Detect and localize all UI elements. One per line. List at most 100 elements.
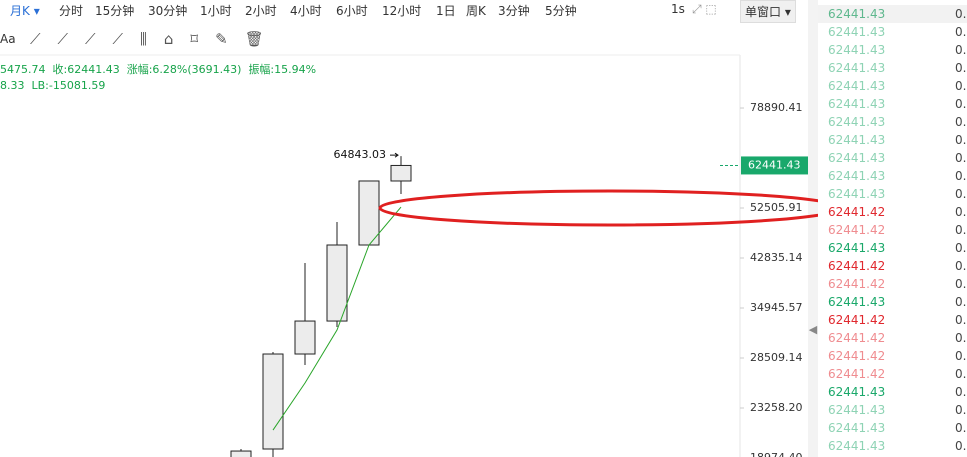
window-mode-label: 单窗口	[745, 5, 782, 19]
trade-price: 62441.43	[828, 79, 886, 93]
trade-price: 62441.43	[828, 403, 886, 417]
trade-row: 62441.42 0.0	[818, 275, 967, 293]
trade-row: 62441.42 0.0	[818, 311, 967, 329]
period-tab[interactable]: 1小时	[200, 4, 232, 18]
trade-amount: 0.0	[955, 331, 967, 345]
font-tool[interactable]: Aa	[0, 32, 16, 46]
period-tab[interactable]: 15分钟	[95, 4, 135, 18]
trade-amount: 0.0	[955, 79, 967, 93]
candle-body	[262, 353, 284, 450]
trade-row: 62441.43 0.0	[818, 401, 967, 419]
trade-row: 62441.43 0.0	[818, 77, 967, 95]
trade-price: 62441.43	[828, 421, 886, 435]
trade-price: 62441.42	[828, 313, 886, 327]
y-tick-label: 23258.20	[750, 401, 803, 414]
trade-row: 62441.43 0.0	[818, 383, 967, 401]
trade-price: 62441.43	[828, 151, 886, 165]
trade-price: 62441.43	[828, 43, 886, 57]
trade-amount: 0.0	[955, 385, 967, 399]
trade-row: 62441.43 0.0	[818, 23, 967, 41]
period-tab[interactable]: 2小时	[245, 4, 277, 18]
period-tab[interactable]: 周K	[466, 4, 486, 18]
trade-price: 62441.43	[828, 7, 886, 21]
info-item: LB:-15081.59	[31, 79, 106, 92]
drawing-tools[interactable]: ⟋⟋⟋⟋⫼⌂⌑✎🗑	[30, 30, 281, 48]
trade-price: 62441.43	[828, 61, 886, 75]
trade-price: 62441.42	[828, 277, 886, 291]
trade-price: 62441.42	[828, 349, 886, 363]
period-tab[interactable]: 30分钟	[148, 4, 188, 18]
trade-row: 62441.42 0.0	[818, 347, 967, 365]
speed[interactable]: 1s	[671, 2, 685, 16]
y-tick-label: 42835.14	[750, 251, 803, 264]
trade-price: 62441.42	[828, 205, 886, 219]
trade-price: 62441.42	[828, 331, 886, 345]
ma-line	[272, 206, 402, 431]
trade-list: 62441.43 0.0 62441.43 0.0 62441.43 0.0 62441.4…	[818, 5, 967, 455]
trade-price: 62441.43	[828, 439, 886, 453]
current-price-label: 62441.43	[748, 158, 801, 171]
trade-row: 62441.42 0.0	[818, 329, 967, 347]
trade-row: 62441.42 0.0	[818, 257, 967, 275]
trade-amount: 0.0	[955, 43, 967, 57]
trade-price: 62441.43	[828, 25, 886, 39]
trade-price: 62441.43	[828, 295, 886, 309]
trade-price: 62441.42	[828, 367, 886, 381]
info-line-1: 5475.74 收:62441.43 涨幅:6.28%(3691.43) 振幅:15.…	[0, 61, 323, 77]
splitter-arrow[interactable]: ◀	[809, 323, 818, 336]
trade-row: 62441.43 0.0	[818, 5, 967, 23]
info-line-2: 8.33 LB:-15081.59	[0, 79, 112, 92]
trade-price: 62441.43	[828, 241, 886, 255]
candle-body	[390, 164, 412, 182]
period-tab[interactable]: 3分钟	[498, 4, 530, 18]
info-item: 振幅:15.94%	[248, 63, 317, 76]
trade-row: 62441.42 0.0	[818, 203, 967, 221]
trade-amount: 0.0	[955, 61, 967, 75]
trade-row: 62441.43 0.0	[818, 95, 967, 113]
trade-row: 62441.43 0.0	[818, 113, 967, 131]
period-tab[interactable]: 4小时	[290, 4, 322, 18]
window-mode[interactable]: 单窗口 ▾	[740, 0, 796, 23]
trade-amount: 0.0	[955, 223, 967, 237]
candle-body	[230, 450, 252, 457]
high-arrow	[390, 152, 399, 158]
high-label: 64843.03	[334, 148, 387, 161]
y-tick-label: 18974.40	[750, 451, 803, 457]
trade-row: 62441.43 0.0	[818, 131, 967, 149]
trade-amount: 0.0	[955, 259, 967, 273]
trade-amount: 0.0	[955, 133, 967, 147]
panel-splitter[interactable]	[808, 0, 818, 457]
trade-row: 62441.43 0.0	[818, 185, 967, 203]
trade-amount: 0.0	[955, 205, 967, 219]
period-tab[interactable]: 分时	[59, 4, 84, 18]
trade-amount: 0.0	[955, 349, 967, 363]
period-select[interactable]: 月K ▾	[10, 4, 40, 18]
trade-price: 62441.43	[828, 385, 886, 399]
candle-body	[358, 180, 380, 246]
annotation-ellipse	[378, 189, 818, 227]
period-tab[interactable]: 5分钟	[545, 4, 577, 18]
trade-price: 62441.43	[828, 133, 886, 147]
info-item: 5475.74	[0, 63, 46, 76]
trade-amount: 0.0	[955, 7, 967, 21]
trade-row: 62441.43 0.0	[818, 437, 967, 455]
trade-price: 62441.43	[828, 97, 886, 111]
toolbar: 月K ▾ 1s ⤢ ⬚ 单窗口 ▾ 分时 15分钟 30分钟 1小时 2小时 4小时 6小时…	[0, 0, 805, 23]
y-tick-label: 52505.91	[750, 201, 803, 214]
trade-row: 62441.43 0.1	[818, 149, 967, 167]
info-item: 收:62441.43	[52, 63, 120, 76]
trade-amount: 0.0	[955, 97, 967, 111]
y-tick-label: 78890.41	[750, 101, 803, 114]
period-tab[interactable]: 1日	[436, 4, 456, 18]
info-item: 8.33	[0, 79, 25, 92]
trade-row: 62441.43 0.0	[818, 41, 967, 59]
y-tick-label: 34945.57	[750, 301, 803, 314]
period-tab[interactable]: 12小时	[382, 4, 422, 18]
trade-price: 62441.43	[828, 187, 886, 201]
period-tab[interactable]: 6小时	[336, 4, 368, 18]
icons[interactable]: ⤢ ⬚	[692, 2, 717, 16]
trade-row: 62441.42 0.0	[818, 221, 967, 239]
trade-amount: 0.0	[955, 367, 967, 381]
trade-row: 62441.43 0.0	[818, 239, 967, 257]
